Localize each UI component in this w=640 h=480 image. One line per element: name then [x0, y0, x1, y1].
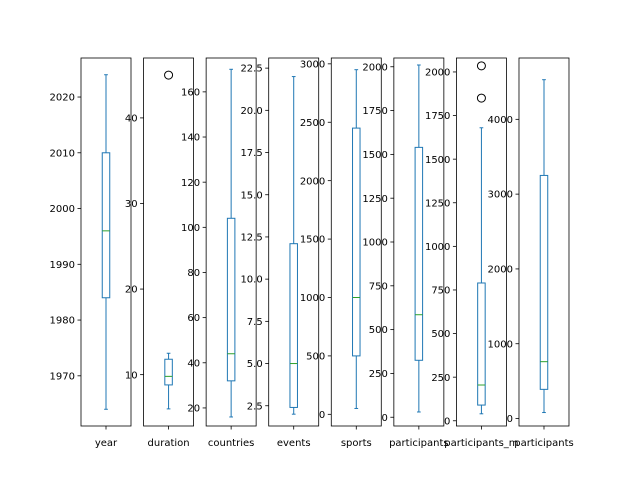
subplot-duration: 10 20 30 40 duration	[125, 57, 194, 449]
y-tick-label: 250	[369, 369, 388, 380]
iqr-box	[289, 243, 298, 408]
subplot-sports: 0 500 1000 1500 2000 2500 3000 sports	[300, 57, 382, 449]
outlier-point	[476, 93, 486, 103]
y-tick-label: 1500	[362, 150, 387, 161]
y-tick-label: 100	[181, 223, 200, 234]
x-axis-label: duration	[148, 438, 190, 449]
y-tick-label: 1000	[488, 339, 513, 350]
y-tick-label: 0	[381, 413, 387, 424]
y-tick-label: 80	[187, 268, 200, 279]
y-tick-label: 1750	[362, 106, 387, 117]
axes-frame	[456, 57, 507, 427]
y-tick-label: 2000	[362, 62, 387, 73]
subplot-countries: 20 40 60 80 100 120 140 160 countries	[181, 57, 257, 449]
axes-frame	[393, 57, 445, 427]
axes-frame	[330, 57, 382, 427]
y-tick-label: 2.5	[247, 401, 263, 412]
iqr-box	[164, 358, 173, 386]
y-tick-label: 0	[507, 414, 513, 425]
y-tick-label: 1970	[50, 371, 75, 382]
y-tick-label: 2010	[50, 148, 75, 159]
y-tick-label: 500	[369, 325, 388, 336]
y-tick-label: 500	[306, 352, 325, 363]
y-tick-label: 2000	[300, 176, 325, 187]
axes-frame	[268, 57, 320, 427]
y-tick-label: 17.5	[240, 148, 262, 159]
y-tick-label: 10	[125, 370, 138, 381]
y-tick-label: 60	[187, 313, 200, 324]
y-tick-label: 1250	[425, 198, 450, 209]
y-tick-label: 250	[431, 373, 450, 384]
y-tick-label: 10.0	[240, 275, 262, 286]
y-tick-label: 0	[319, 410, 325, 421]
axes-frame	[143, 57, 194, 427]
y-tick-label: 20	[125, 285, 138, 296]
y-tick-label: 750	[369, 281, 388, 292]
outlier-point	[164, 70, 174, 80]
x-axis-label: participants_m	[444, 438, 518, 449]
axes-frame	[80, 57, 132, 427]
y-tick-label: 4000	[488, 115, 513, 126]
y-tick-label: 7.5	[247, 317, 263, 328]
subplot-participants: 0 1000 2000 3000 4000 participants	[488, 57, 574, 449]
iqr-box	[539, 174, 549, 390]
axes-frame	[205, 57, 257, 427]
x-axis-label: participants	[389, 438, 449, 449]
iqr-box	[101, 152, 111, 299]
y-tick-label: 2500	[300, 118, 325, 129]
y-tick-label: 140	[181, 133, 200, 144]
x-axis-label: participants	[514, 438, 574, 449]
outlier-point	[476, 61, 486, 71]
subplot-year: 1970 1980 1990 2000 2010 2020 year	[50, 57, 132, 449]
y-tick-label: 2000	[488, 265, 513, 276]
y-tick-label: 22.5	[240, 64, 262, 75]
y-tick-label: 15.0	[240, 190, 262, 201]
y-tick-label: 1990	[50, 260, 75, 271]
y-tick-label: 1750	[425, 111, 450, 122]
y-tick-label: 30	[125, 199, 138, 210]
iqr-box	[352, 127, 361, 357]
x-axis-label: year	[95, 438, 118, 449]
y-tick-label: 1250	[362, 194, 387, 205]
y-tick-label: 40	[125, 114, 138, 125]
subplot-participants: 0 250 500 750 1000 1250 1500 1750 2000 participan…	[362, 57, 449, 449]
subplot-participants_m: 0 250 500 750 1000 1250 1500 1750 2000 participan…	[425, 57, 519, 449]
y-tick-label: 0	[444, 416, 450, 427]
y-tick-label: 1500	[300, 235, 325, 246]
y-tick-label: 500	[431, 329, 450, 340]
axes-frame	[518, 57, 570, 427]
y-tick-label: 20.0	[240, 106, 262, 117]
iqr-box	[226, 217, 236, 382]
subplot-events: 2.5 5.0 7.5 10.0 12.5 15.0 17.5 20.0 22.5 events	[240, 57, 320, 449]
y-tick-label: 12.5	[240, 233, 262, 244]
y-tick-label: 750	[431, 286, 450, 297]
y-tick-label: 1500	[425, 155, 450, 166]
x-axis-label: events	[277, 438, 311, 449]
y-tick-label: 160	[181, 87, 200, 98]
y-tick-label: 2000	[425, 68, 450, 79]
y-tick-label: 1000	[300, 293, 325, 304]
y-tick-label: 1000	[362, 238, 387, 249]
y-tick-label: 2020	[50, 93, 75, 104]
y-tick-label: 40	[187, 358, 200, 369]
iqr-box	[414, 146, 424, 361]
y-tick-label: 2000	[50, 204, 75, 215]
y-tick-label: 3000	[488, 190, 513, 201]
iqr-box	[477, 282, 486, 406]
y-tick-label: 120	[181, 178, 200, 189]
x-axis-label: sports	[341, 438, 372, 449]
y-tick-label: 3000	[300, 59, 325, 70]
y-tick-label: 1980	[50, 316, 75, 327]
y-tick-label: 5.0	[247, 359, 263, 370]
y-tick-label: 20	[187, 404, 200, 415]
x-axis-label: countries	[208, 438, 254, 449]
y-tick-label: 1000	[425, 242, 450, 253]
